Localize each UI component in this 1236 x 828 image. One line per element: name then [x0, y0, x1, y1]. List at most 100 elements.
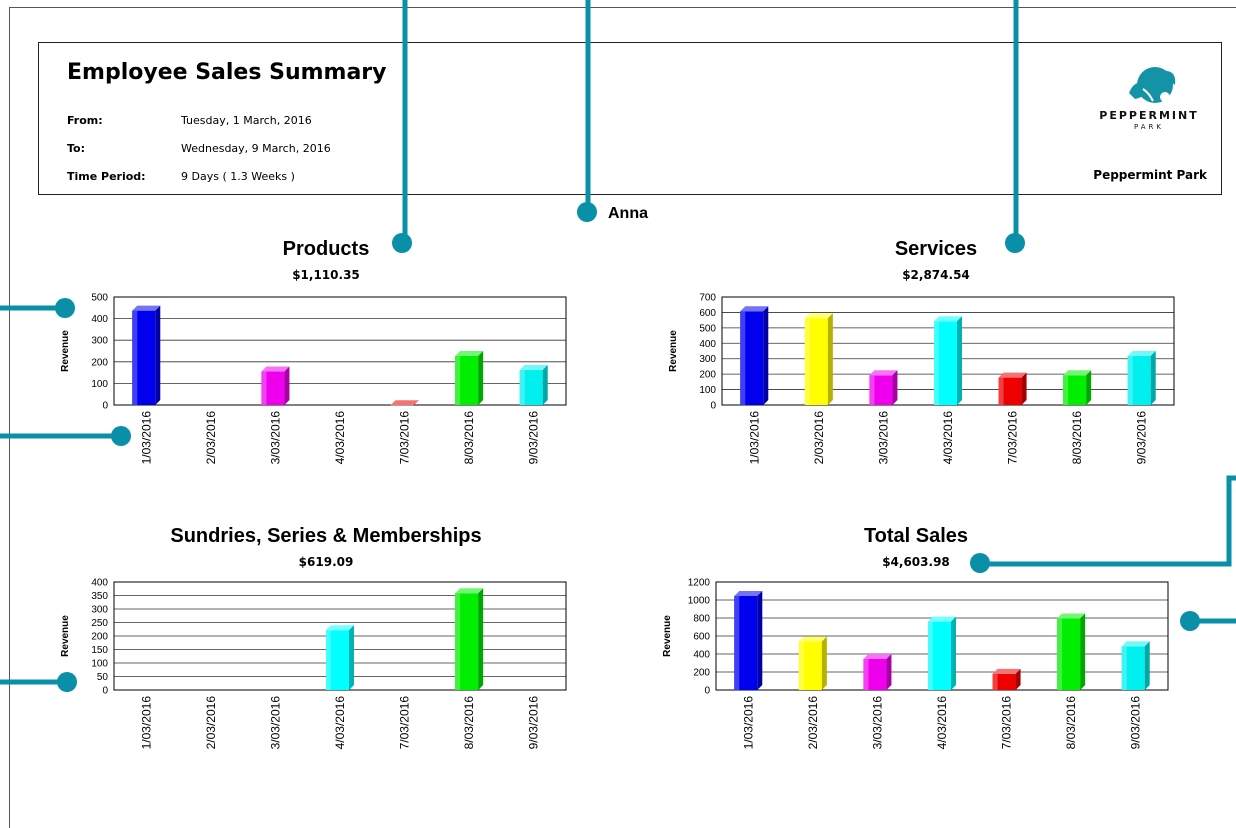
- x-tick-label: 3/03/2016: [876, 411, 890, 465]
- x-tick-label: 8/03/2016: [462, 411, 476, 465]
- y-tick-label: 800: [693, 614, 710, 625]
- y-tick-label: 400: [693, 650, 710, 661]
- x-tick-label: 3/03/2016: [870, 696, 884, 750]
- y-tick-label: 700: [699, 293, 716, 304]
- bar: [390, 400, 419, 406]
- bar: [863, 654, 892, 690]
- y-axis-label: Revenue: [60, 330, 71, 372]
- x-tick-label: 2/03/2016: [204, 411, 218, 465]
- y-tick-label: 100: [91, 659, 108, 670]
- to-label: To:: [67, 142, 85, 155]
- y-tick-label: 200: [91, 632, 108, 643]
- x-tick-label: 2/03/2016: [806, 696, 820, 750]
- company-name: Peppermint Park: [1093, 168, 1207, 182]
- bar: [1127, 351, 1156, 405]
- sundries-chart: 0 50 100 150 200 250 300 350 400 Revenue 1/03/2016…: [60, 578, 567, 750]
- employee-name: Anna: [608, 205, 648, 222]
- y-tick-label: 300: [91, 336, 108, 347]
- y-tick-label: 600: [693, 632, 710, 643]
- y-tick-label: 400: [91, 314, 108, 325]
- bar: [326, 625, 354, 690]
- x-tick-label: 1/03/2016: [139, 411, 153, 465]
- time-period-value: 9 Days ( 1.3 Weeks ): [181, 170, 295, 183]
- y-tick-label: 0: [102, 686, 108, 697]
- bar: [934, 316, 962, 405]
- bar: [992, 668, 1021, 690]
- report-header: Employee Sales Summary From: Tuesday, 1 …: [38, 42, 1222, 195]
- bar: [1121, 641, 1150, 690]
- chart-total: $1,110.35: [292, 268, 360, 282]
- x-tick-label: 8/03/2016: [462, 696, 476, 750]
- x-tick-label: 1/03/2016: [139, 696, 153, 750]
- y-tick-label: 300: [699, 354, 716, 365]
- x-tick-label: 4/03/2016: [333, 411, 347, 465]
- to-value: Wednesday, 9 March, 2016: [181, 142, 331, 155]
- x-tick-label: 9/03/2016: [1135, 411, 1149, 465]
- y-axis-label: Revenue: [662, 615, 673, 657]
- bar: [928, 616, 956, 690]
- logo-wordmark-2: PARK: [1134, 123, 1164, 131]
- y-axis-label: Revenue: [60, 615, 71, 657]
- y-axis-label: Revenue: [668, 330, 679, 372]
- x-tick-label: 7/03/2016: [1000, 696, 1014, 750]
- report-title: Employee Sales Summary: [67, 60, 387, 85]
- bar: [1063, 370, 1092, 405]
- logo-wordmark-1: PEPPERMINT: [1099, 109, 1198, 122]
- time-period-label: Time Period:: [67, 170, 146, 183]
- x-tick-label: 7/03/2016: [398, 411, 412, 465]
- chart-title: Services: [894, 238, 978, 260]
- x-tick-label: 4/03/2016: [941, 411, 955, 465]
- x-tick-label: 1/03/2016: [741, 696, 755, 750]
- bar: [519, 365, 548, 405]
- chart-total: $2,874.54: [902, 268, 970, 282]
- y-tick-label: 600: [699, 308, 716, 319]
- page-border: [9, 7, 1236, 828]
- total-sales-chart: 0 200 400 600 800 1000 1200 Revenue 1/03/2016 2/0…: [662, 578, 1169, 750]
- x-tick-label: 7/03/2016: [1006, 411, 1020, 465]
- y-tick-label: 50: [97, 672, 109, 683]
- x-tick-label: 9/03/2016: [527, 411, 541, 465]
- y-tick-label: 0: [704, 686, 710, 697]
- x-tick-label: 4/03/2016: [333, 696, 347, 750]
- bar: [261, 366, 290, 405]
- y-tick-label: 1000: [688, 596, 711, 607]
- from-label: From:: [67, 114, 103, 127]
- y-tick-label: 250: [91, 618, 108, 629]
- bar: [132, 305, 161, 405]
- y-tick-label: 100: [699, 385, 716, 396]
- x-tick-label: 7/03/2016: [398, 696, 412, 750]
- y-tick-label: 150: [91, 645, 108, 656]
- x-tick-label: 8/03/2016: [1064, 696, 1078, 750]
- bar: [455, 351, 484, 405]
- chart-title: Sundries, Series & Memberships: [170, 525, 482, 547]
- x-tick-label: 2/03/2016: [204, 696, 218, 750]
- y-tick-label: 100: [91, 379, 108, 390]
- chart-title: Total Sales: [863, 525, 969, 547]
- plot-frame: [113, 296, 567, 406]
- y-tick-label: 500: [699, 323, 716, 334]
- bar: [455, 588, 484, 690]
- y-tick-label: 200: [91, 357, 108, 368]
- x-tick-label: 9/03/2016: [527, 696, 541, 750]
- company-logo: PEPPERMINT PARK: [1091, 63, 1207, 133]
- bar: [998, 372, 1027, 405]
- x-tick-label: 2/03/2016: [812, 411, 826, 465]
- bar: [804, 313, 833, 405]
- x-tick-label: 3/03/2016: [268, 411, 282, 465]
- y-tick-label: 400: [699, 339, 716, 350]
- y-tick-label: 200: [693, 668, 710, 679]
- products-chart: 0 100 200 300 400 500 Revenue 1/03/2016 2/03/201…: [60, 293, 567, 465]
- bar: [740, 306, 769, 405]
- bar: [734, 591, 763, 690]
- x-tick-label: 3/03/2016: [268, 696, 282, 750]
- bar: [798, 636, 827, 690]
- x-tick-label: 8/03/2016: [1070, 411, 1084, 465]
- y-tick-label: 1200: [688, 578, 711, 589]
- y-tick-label: 500: [91, 293, 108, 304]
- y-tick-label: 200: [699, 370, 716, 381]
- x-tick-label: 1/03/2016: [747, 411, 761, 465]
- bar: [869, 370, 898, 405]
- y-tick-label: 0: [102, 401, 108, 412]
- services-chart: 0 100 200 300 400 500 600 700 Revenue 1/03/2016 2/…: [668, 293, 1175, 465]
- chart-total: $619.09: [298, 555, 354, 569]
